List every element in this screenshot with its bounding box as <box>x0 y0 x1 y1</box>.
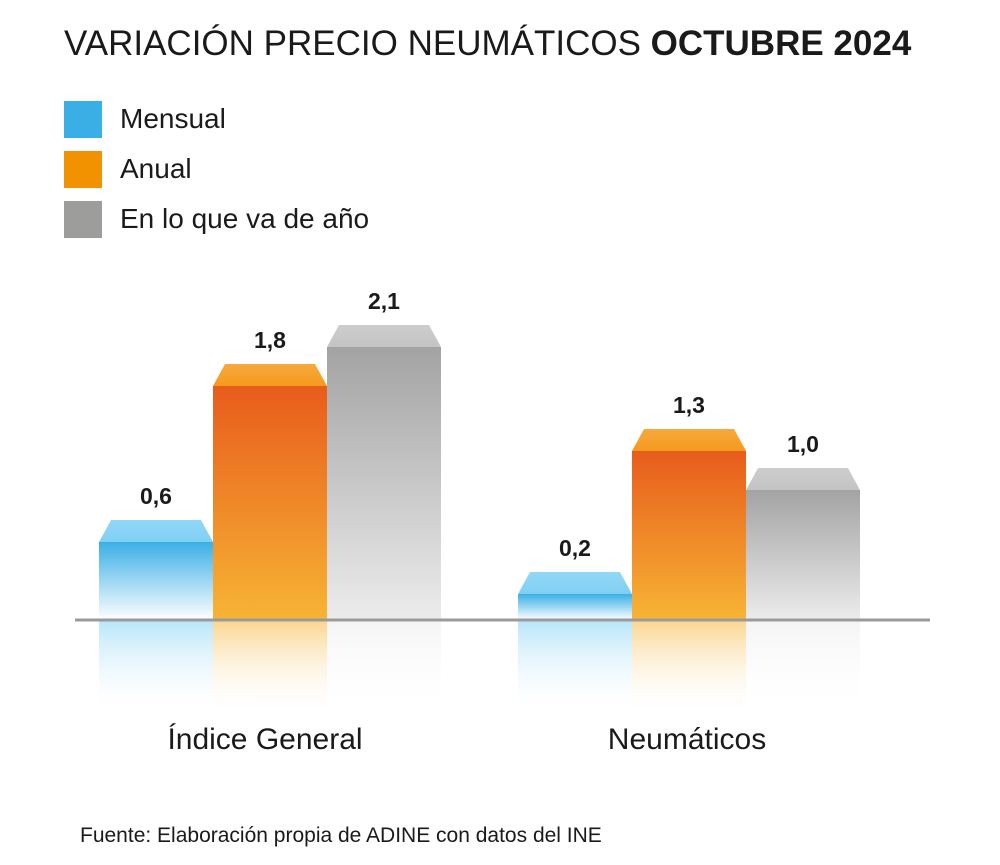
chart-title-bold: OCTUBRE 2024 <box>650 24 912 63</box>
bar-indice-general-en-lo-que-va-de-ano <box>327 347 441 620</box>
data-labels: 0,6 1,8 2,1 0,2 1,3 1,0 <box>140 288 819 561</box>
chart-title: VARIACIÓN PRECIO NEUMÁTICOS OCTUBRE 2024 <box>64 24 911 64</box>
legend-item-en-lo-que-va-de-ano: En lo que va de año <box>64 192 369 246</box>
legend-item-anual: Anual <box>64 146 369 192</box>
bar-indice-general-mensual <box>99 542 213 620</box>
legend-item-mensual: Mensual <box>64 92 369 146</box>
bar-cap-neumaticos-en-lo-que-va-de-ano <box>746 468 860 490</box>
bar-cap-neumaticos-mensual <box>518 572 632 594</box>
bar-reflection-indice-general-en-lo-que-va-de-ano <box>327 621 441 716</box>
bars <box>99 325 860 620</box>
source-note: Fuente: Elaboración propia de ADINE con … <box>80 824 602 847</box>
bar-reflection-neumaticos-mensual <box>518 621 632 716</box>
category-labels: Índice General Neumáticos <box>167 723 766 756</box>
data-label-neumaticos-en-lo-que-va-de-ano: 1,0 <box>787 431 819 457</box>
data-label-indice-general-mensual: 0,6 <box>140 483 172 509</box>
data-label-indice-general-anual: 1,8 <box>254 327 286 353</box>
legend: Mensual Anual En lo que va de año <box>64 92 369 246</box>
bar-neumaticos-anual <box>632 451 746 620</box>
bar-neumaticos-en-lo-que-va-de-ano <box>746 490 860 620</box>
bar-reflection-neumaticos-en-lo-que-va-de-ano <box>746 621 860 716</box>
data-label-neumaticos-mensual: 0,2 <box>559 535 591 561</box>
bar-neumaticos-mensual <box>518 594 632 620</box>
legend-swatch-mensual <box>64 100 102 138</box>
legend-swatch-en-lo-que-va-de-ano <box>64 200 102 238</box>
bar-cap-neumaticos-anual <box>632 429 746 451</box>
legend-label-en-lo-que-va-de-ano: En lo que va de año <box>120 203 370 234</box>
bar-cap-indice-general-anual <box>213 364 327 386</box>
data-label-neumaticos-anual: 1,3 <box>673 392 705 418</box>
bar-cap-indice-general-en-lo-que-va-de-ano <box>327 325 441 347</box>
legend-swatch-anual <box>64 150 102 188</box>
category-label-indice-general: Índice General <box>167 723 362 756</box>
legend-label-mensual: Mensual <box>120 103 226 134</box>
data-label-indice-general-en-lo-que-va-de-ano: 2,1 <box>368 288 400 314</box>
bar-indice-general-anual <box>213 386 327 620</box>
bar-cap-indice-general-mensual <box>99 520 213 542</box>
bar-reflection-indice-general-mensual <box>99 621 213 716</box>
bar-reflection-neumaticos-anual <box>632 621 746 716</box>
bar-reflections <box>99 621 860 716</box>
legend-label-anual: Anual <box>120 153 192 184</box>
bar-reflection-indice-general-anual <box>213 621 327 716</box>
chart-title-regular: VARIACIÓN PRECIO NEUMÁTICOS <box>64 24 641 63</box>
category-label-neumaticos: Neumáticos <box>608 723 766 756</box>
